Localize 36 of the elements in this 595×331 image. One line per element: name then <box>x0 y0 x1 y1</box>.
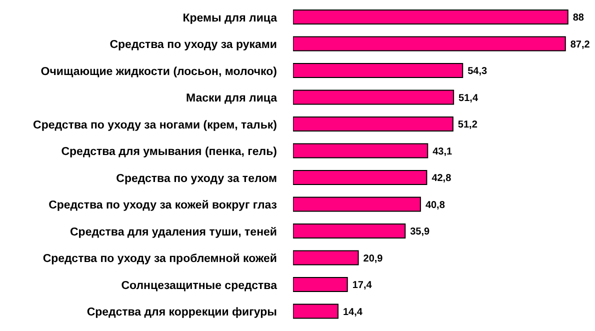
data-label: 43,1 <box>432 146 453 158</box>
data-label: 54,3 <box>468 66 488 78</box>
y-tick-label: Средства по уходу за руками <box>110 39 277 52</box>
bar <box>293 63 464 78</box>
y-tick-label: Средства по уходу за кожей вокруг глаз <box>48 200 278 212</box>
bar <box>293 304 338 319</box>
bar <box>293 116 454 132</box>
y-tick-label: Средства для удаления туши, теней <box>70 226 277 238</box>
y-tick-label: Очищающие жидкости (лосьон, молочко) <box>40 66 278 78</box>
bar <box>293 224 406 238</box>
bar <box>293 250 359 266</box>
y-tick-label: Средства по уходу за проблемной кожей <box>42 253 277 266</box>
bar <box>293 196 421 212</box>
y-tick-label: Средства для коррекции фигуры <box>86 306 278 319</box>
data-label: 35,9 <box>410 226 430 238</box>
data-label: 51,4 <box>458 92 478 104</box>
data-label: 17,4 <box>352 280 372 292</box>
data-label: 40,8 <box>425 200 446 211</box>
y-tick-label: Солнцезащитные средства <box>121 280 278 292</box>
data-label: 42,8 <box>432 173 452 184</box>
y-tick-label: Маски для лица <box>186 92 278 105</box>
y-tick-label: Средства по уходу за телом <box>116 172 277 185</box>
data-label: 88 <box>572 12 584 24</box>
y-tick-label: Средства по уходу за ногами (крем, тальк) <box>33 119 278 132</box>
bar <box>293 10 568 24</box>
bar <box>293 143 428 158</box>
y-tick-label: Кремы для лица <box>182 12 278 24</box>
bar <box>293 277 348 292</box>
bar <box>293 36 566 52</box>
data-label: 87,2 <box>570 39 590 50</box>
data-label: 14,4 <box>342 306 363 318</box>
bar <box>293 90 454 105</box>
data-label: 20,9 <box>363 253 384 264</box>
data-label: 51,2 <box>458 120 478 131</box>
y-tick-label: Средства для умывания (пенка, гель) <box>61 146 278 158</box>
bar <box>293 170 428 185</box>
